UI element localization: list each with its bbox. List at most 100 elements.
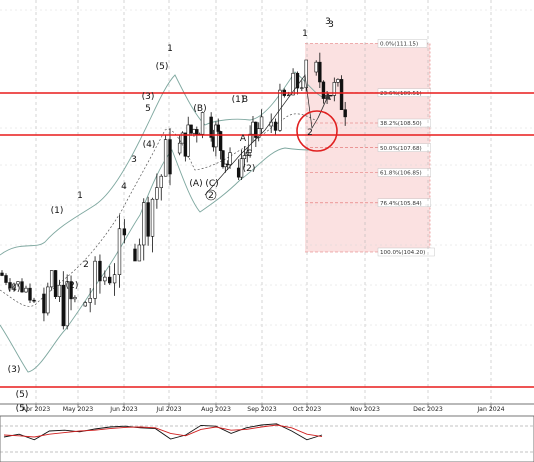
projection-arrowhead-icon xyxy=(325,92,331,100)
wave-label: 1 xyxy=(77,191,83,201)
wave-label: 1 xyxy=(167,44,173,54)
elliott-wave-overlay xyxy=(204,74,331,196)
candle-body xyxy=(137,244,142,262)
candle-body xyxy=(318,61,322,83)
candle-body xyxy=(133,248,137,262)
candle-body xyxy=(117,228,122,275)
projection-arrow xyxy=(317,95,329,119)
candle-body xyxy=(189,124,193,134)
wave-label: (5) xyxy=(16,390,29,400)
elliott-wave-line xyxy=(204,74,319,196)
fibonacci-label-box xyxy=(377,118,431,128)
candle-body xyxy=(57,284,62,297)
candle-body xyxy=(73,297,77,300)
candle-body xyxy=(16,281,20,285)
wave-label: (2) xyxy=(243,164,256,174)
candle-body xyxy=(214,124,218,148)
candle-body xyxy=(314,61,318,73)
candle-body xyxy=(195,129,199,136)
candle-body xyxy=(122,228,127,236)
candle-body xyxy=(4,275,8,283)
candle-body xyxy=(200,112,205,135)
candle-body xyxy=(304,59,308,89)
candle-body xyxy=(20,281,24,293)
wave-label: (3) xyxy=(142,92,155,102)
fibonacci-level-label: 0.0%(111.15) xyxy=(380,42,418,48)
candle-body xyxy=(24,287,28,293)
wave-label: (B) xyxy=(193,104,206,114)
wave-label: 3 xyxy=(325,17,331,27)
candle-body xyxy=(69,281,73,300)
candle-body xyxy=(278,89,282,131)
highlight-circle xyxy=(296,110,338,152)
candle-body xyxy=(328,94,333,97)
candle-body xyxy=(259,116,264,129)
fibonacci-label-box xyxy=(377,168,431,177)
candle-body xyxy=(8,282,12,289)
fibonacci-label-box xyxy=(377,143,431,152)
wave-label: (5) xyxy=(156,62,169,72)
candle-body xyxy=(300,87,304,89)
candle-body xyxy=(192,129,196,134)
fibonacci-level-label: 23.6%(109.51) xyxy=(380,91,422,97)
candle-body xyxy=(216,124,220,132)
candle-body xyxy=(108,276,112,284)
candle-body xyxy=(46,286,50,314)
fibonacci-level-label: 50.0%(107.68) xyxy=(380,146,422,152)
candle-body xyxy=(88,298,92,303)
wave-label: 2 xyxy=(307,128,313,138)
x-axis-tick-label: Dec 2023 xyxy=(413,406,443,413)
wave-label: 3 xyxy=(328,20,334,30)
candle-body xyxy=(223,163,228,168)
wave-label: 2 xyxy=(208,191,214,201)
candle-body xyxy=(228,152,232,165)
oscillator-line xyxy=(3,424,323,438)
candle-body xyxy=(221,150,225,168)
wave-label: 4 xyxy=(121,182,127,192)
fibonacci-level-label: 100.0%(104.20) xyxy=(380,250,425,256)
candle-body xyxy=(28,287,32,301)
wave-label: A xyxy=(240,134,247,144)
candle-body xyxy=(65,281,69,327)
x-axis-tick-label: May 2023 xyxy=(63,406,94,413)
wave-label: (2) xyxy=(66,281,79,291)
candle-body xyxy=(257,128,261,138)
candle-body xyxy=(168,139,172,175)
wave-label-ring xyxy=(205,189,217,201)
candle-body xyxy=(295,72,300,89)
wave-label: (1) xyxy=(232,95,245,105)
candle-body xyxy=(53,270,58,297)
wave-label: C xyxy=(246,149,252,159)
candle-body xyxy=(251,121,255,135)
candle-body xyxy=(209,116,213,138)
fibonacci-label-box xyxy=(377,198,431,208)
candle-body xyxy=(103,276,107,282)
x-axis-tick-label: Jun 2023 xyxy=(109,406,137,413)
candle-body xyxy=(321,81,326,99)
wave-label: (3) xyxy=(8,365,21,375)
candle-body xyxy=(98,260,102,282)
candle-body xyxy=(336,79,340,83)
candle-body xyxy=(42,293,46,314)
support-resistance-levels xyxy=(0,92,534,388)
candle-body xyxy=(142,202,146,246)
candle-body xyxy=(332,82,337,96)
wave-label: 5 xyxy=(145,104,151,114)
wave-label: 3 xyxy=(131,155,137,165)
fibonacci-level-label: 61.8%(106.85) xyxy=(380,171,422,177)
wave-label: B xyxy=(242,95,248,105)
candle-body xyxy=(61,284,66,327)
candle-body xyxy=(163,139,168,177)
fibonacci-layer: 0.0%(111.15) 23.6%(109.51) 38.2%(108.50) 50… xyxy=(305,39,435,256)
candle-body xyxy=(146,202,150,237)
oscillator-frame xyxy=(0,415,534,462)
candle-body xyxy=(236,167,241,178)
candle-body xyxy=(112,274,117,284)
wave-label: (C) xyxy=(205,179,218,189)
wave-label: (1) xyxy=(51,206,64,216)
candle-body xyxy=(291,72,295,96)
candle-body xyxy=(339,79,344,110)
